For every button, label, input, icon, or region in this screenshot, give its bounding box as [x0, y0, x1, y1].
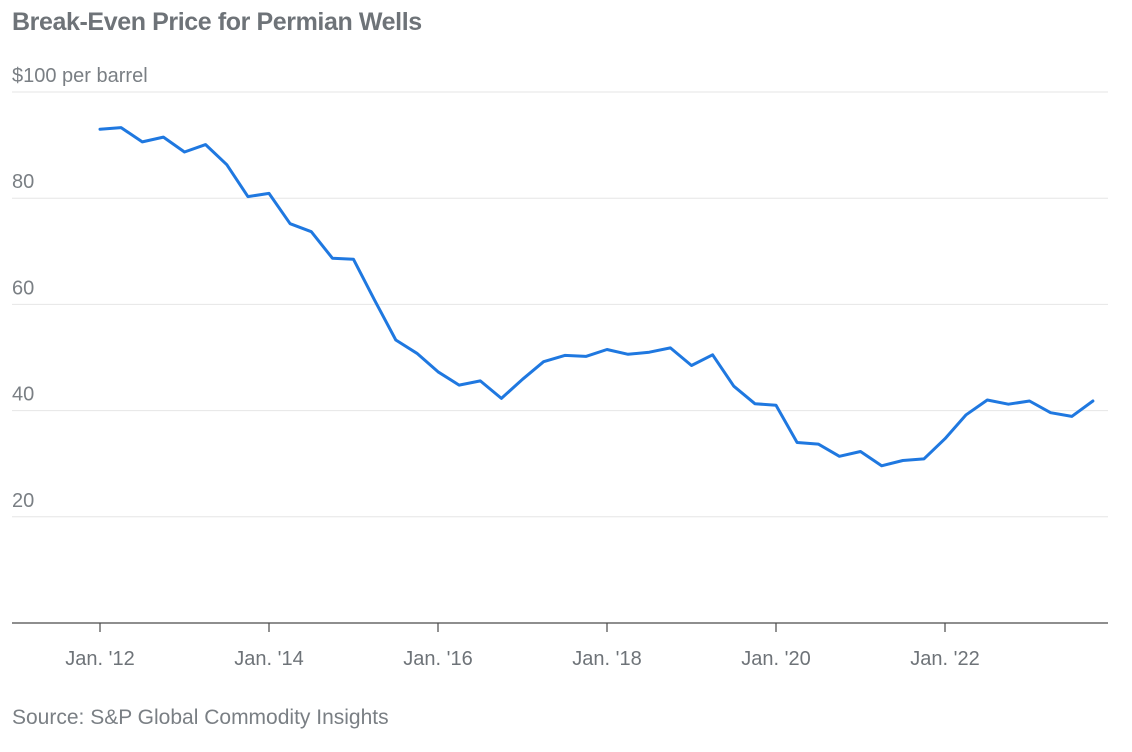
x-tick-label-2018: Jan. '18: [572, 648, 641, 670]
source-note: Source: S&P Global Commodity Insights: [12, 706, 389, 729]
y-tick-label-40: 40: [12, 384, 34, 406]
x-axis-ticks: Jan. '12 Jan. '14 Jan. '16 Jan. '18 Jan. '20…: [65, 623, 980, 670]
y-tick-label-60: 60: [12, 277, 34, 299]
y-tick-label-20: 20: [12, 490, 34, 512]
y-tick-label-100: $100 per barrel: [12, 65, 148, 87]
x-tick-label-2020: Jan. '20: [741, 648, 810, 670]
x-tick-label-2014: Jan. '14: [234, 648, 303, 670]
chart-title: Break-Even Price for Permian Wells: [12, 8, 422, 36]
x-tick-label-2022: Jan. '22: [910, 648, 979, 670]
x-tick-label-2016: Jan. '16: [403, 648, 472, 670]
x-tick-label-2012: Jan. '12: [65, 648, 134, 670]
series-line-0: [98, 126, 1095, 468]
gridlines: [12, 91, 1108, 518]
y-tick-label-80: 80: [12, 171, 34, 193]
series-layer: [98, 126, 1095, 468]
y-axis-labels: $100 per barrel 80 60 40 20: [12, 65, 148, 512]
